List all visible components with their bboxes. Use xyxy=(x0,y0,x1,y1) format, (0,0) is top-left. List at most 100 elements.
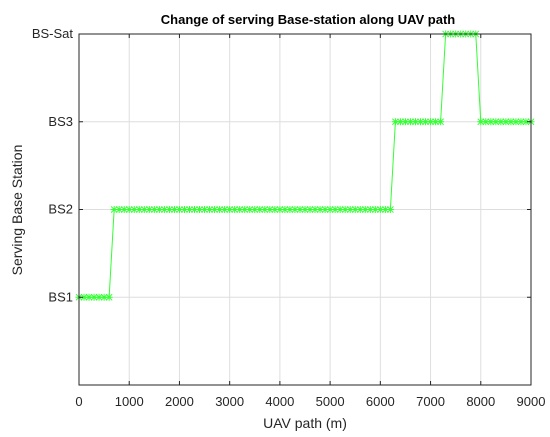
data-point-marker xyxy=(497,118,505,126)
data-point-marker xyxy=(276,206,284,213)
data-point-marker xyxy=(512,118,520,126)
data-point-marker xyxy=(105,293,113,301)
data-point-marker xyxy=(502,118,510,126)
data-point-marker xyxy=(427,118,435,126)
series-layer xyxy=(75,30,535,301)
data-point-marker xyxy=(236,206,244,213)
data-point-marker xyxy=(432,118,440,126)
data-point-marker xyxy=(231,206,239,213)
data-point-marker xyxy=(271,206,279,213)
data-point-marker xyxy=(145,206,153,213)
data-point-marker xyxy=(411,118,419,126)
data-point-marker xyxy=(100,293,108,301)
data-point-marker xyxy=(286,206,294,213)
data-point-marker xyxy=(130,206,138,213)
data-point-marker xyxy=(291,206,299,213)
data-point-marker xyxy=(492,118,500,126)
data-point-marker xyxy=(401,118,409,126)
x-tick-label: 0 xyxy=(75,394,82,409)
data-point-marker xyxy=(321,206,329,213)
data-point-marker xyxy=(376,206,384,213)
data-point-marker xyxy=(191,206,199,213)
data-point-marker xyxy=(417,118,425,126)
data-point-marker xyxy=(246,206,254,213)
y-tick-label: BS1 xyxy=(48,289,73,304)
data-point-marker xyxy=(331,206,339,213)
data-point-marker xyxy=(296,206,304,213)
data-point-marker xyxy=(185,206,193,213)
x-tick-label: 5000 xyxy=(316,394,345,409)
data-point-marker xyxy=(391,118,399,126)
data-point-marker xyxy=(196,206,204,213)
data-point-marker xyxy=(251,206,259,213)
data-point-marker xyxy=(90,293,98,301)
data-point-marker xyxy=(522,118,530,126)
data-point-marker xyxy=(170,206,178,213)
data-point-marker xyxy=(361,206,369,213)
data-point-marker xyxy=(140,206,148,213)
data-point-marker xyxy=(422,118,430,126)
data-point-marker xyxy=(110,206,118,213)
data-point-marker xyxy=(507,118,515,126)
data-point-marker xyxy=(386,206,394,213)
data-point-marker xyxy=(266,206,274,213)
data-point-marker xyxy=(206,206,214,213)
data-point-marker xyxy=(366,206,374,213)
y-tick-label: BS3 xyxy=(48,114,73,129)
data-point-marker xyxy=(85,293,93,301)
data-point-marker xyxy=(316,206,324,213)
data-point-marker xyxy=(180,206,188,213)
data-point-marker xyxy=(381,206,389,213)
data-point-marker xyxy=(487,118,495,126)
x-tick-label: 2000 xyxy=(165,394,194,409)
x-tick-label: 8000 xyxy=(466,394,495,409)
data-point-marker xyxy=(336,206,344,213)
data-point-marker xyxy=(311,206,319,213)
y-tick-label: BS2 xyxy=(48,202,73,217)
data-point-marker xyxy=(437,118,445,126)
data-point-marker xyxy=(256,206,264,213)
data-point-marker xyxy=(326,206,334,213)
data-point-marker xyxy=(165,206,173,213)
data-point-marker xyxy=(341,206,349,213)
data-point-marker xyxy=(396,118,404,126)
x-tick-label: 1000 xyxy=(115,394,144,409)
data-point-marker xyxy=(226,206,234,213)
data-point-marker xyxy=(95,293,103,301)
data-point-marker xyxy=(371,206,379,213)
data-point-marker xyxy=(125,206,133,213)
data-point-marker xyxy=(211,206,219,213)
data-point-marker xyxy=(155,206,163,213)
data-point-marker xyxy=(115,206,123,213)
ticks: 0 1000 2000 3000 4000 5000 6000 7000 8000 9000 BS1… xyxy=(32,26,546,409)
x-tick-label: 9000 xyxy=(517,394,546,409)
data-point-marker xyxy=(135,206,143,213)
x-tick-label: 6000 xyxy=(366,394,395,409)
data-point-marker xyxy=(261,206,269,213)
data-point-marker xyxy=(346,206,354,213)
data-point-marker xyxy=(482,118,490,126)
data-point-marker xyxy=(477,118,485,126)
data-point-marker xyxy=(80,293,88,301)
series-line xyxy=(79,33,531,298)
data-point-marker xyxy=(301,206,309,213)
y-tick-label: BS-Sat xyxy=(32,26,74,41)
data-point-marker xyxy=(241,206,249,213)
chart-title: Change of serving Base-station along UAV… xyxy=(161,12,456,27)
data-point-marker xyxy=(201,206,209,213)
data-point-marker xyxy=(221,206,229,213)
x-axis-label: UAV path (m) xyxy=(263,415,347,431)
data-point-marker xyxy=(120,206,128,213)
x-tick-label: 3000 xyxy=(215,394,244,409)
x-tick-label: 7000 xyxy=(416,394,445,409)
data-point-marker xyxy=(281,206,289,213)
data-point-marker xyxy=(356,206,364,213)
data-point-marker xyxy=(406,118,414,126)
data-point-marker xyxy=(306,206,314,213)
data-point-marker xyxy=(517,118,525,126)
data-point-marker xyxy=(150,206,158,213)
data-point-marker xyxy=(175,206,183,213)
data-point-marker xyxy=(351,206,359,213)
x-tick-label: 4000 xyxy=(265,394,294,409)
